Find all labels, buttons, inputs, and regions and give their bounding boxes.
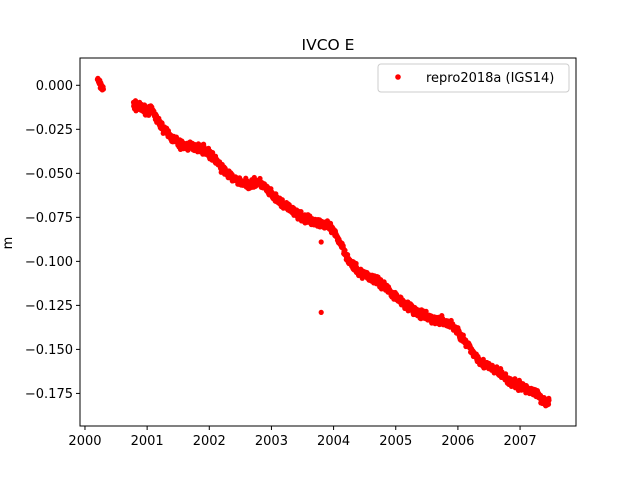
plot-frame [79, 57, 577, 427]
chart-title: IVCO E [302, 36, 355, 54]
legend-marker [395, 74, 401, 80]
legend-box [377, 63, 570, 93]
axis-ticks: 2000 2001 2002 2003 2004 2005 2006 2007 0.000 −0.… [25, 79, 537, 449]
x-tick-label: 2006 [441, 434, 474, 449]
x-tick-label: 2003 [255, 434, 288, 449]
outlier-point [318, 239, 324, 245]
legend-entry-label: repro2018a (IGS14) [426, 71, 554, 86]
x-tick-label: 2002 [193, 434, 226, 449]
y-tick-label: −0.100 [25, 255, 73, 270]
x-tick-label: 2004 [317, 434, 350, 449]
data-point [512, 376, 518, 382]
y-tick-label: 0.000 [36, 79, 73, 94]
y-tick-label: −0.125 [25, 299, 73, 314]
y-tick-label: −0.050 [25, 167, 73, 182]
outlier-point [318, 309, 324, 315]
data-point [546, 397, 552, 403]
y-axis-label: m [1, 237, 16, 250]
data-point [545, 401, 552, 407]
x-tick-label: 2000 [68, 434, 101, 449]
y-tick-label: −0.025 [25, 123, 73, 138]
x-tick-label: 2007 [504, 434, 537, 449]
plot-area [94, 75, 552, 409]
y-tick-label: −0.075 [25, 211, 73, 226]
data-point [353, 260, 359, 267]
data-point [100, 86, 106, 92]
legend: repro2018a (IGS14) [377, 63, 570, 93]
y-tick-label: −0.175 [25, 387, 73, 402]
y-tick-label: −0.150 [25, 343, 73, 358]
x-tick-label: 2001 [131, 434, 164, 449]
x-tick-label: 2005 [379, 434, 412, 449]
